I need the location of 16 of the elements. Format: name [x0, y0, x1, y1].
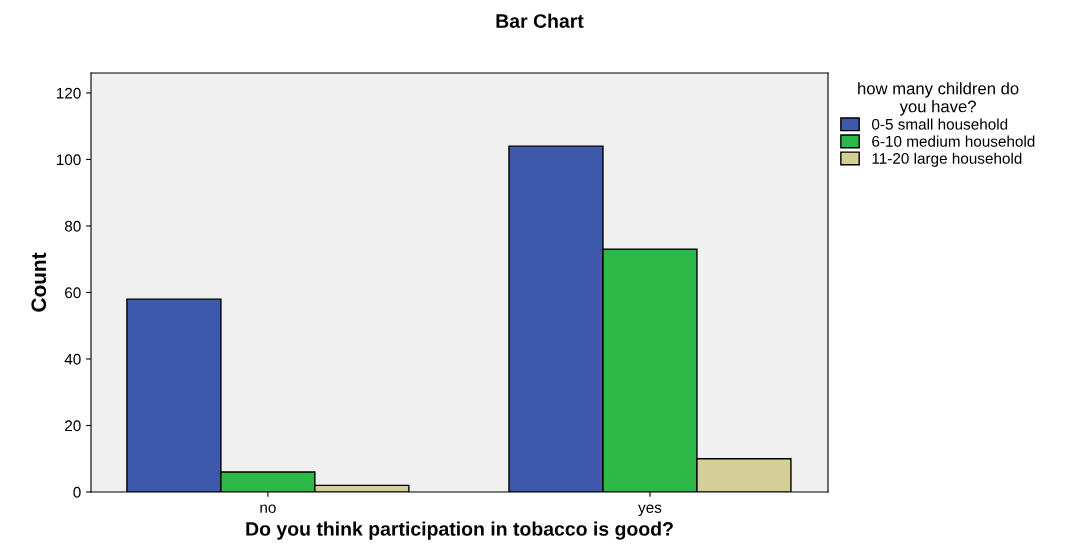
chart-title: Bar Chart	[496, 13, 584, 28]
x-axis-title: Do you think participation in tobacco is good?	[246, 521, 673, 540]
y-tick-label: 80	[64, 220, 81, 232]
y-axis-title: Count	[31, 252, 47, 312]
legend-label: 11-20 large household	[872, 152, 1022, 167]
y-tick-label: 0	[73, 486, 81, 498]
legend-title: how many children do you have?	[858, 82, 1019, 116]
legend-label: 0-5 small household	[872, 118, 1008, 130]
y-tick-label: 40	[64, 353, 81, 365]
y-tick-label: 120	[56, 87, 81, 99]
legend-label: 6-10 medium household	[872, 135, 1035, 147]
y-tick-label: 100	[56, 154, 81, 166]
x-tick-label: yes	[638, 504, 662, 516]
y-tick-label: 20	[65, 420, 81, 432]
y-tick-label: 60	[65, 287, 81, 299]
x-tick-label: no	[260, 504, 276, 513]
